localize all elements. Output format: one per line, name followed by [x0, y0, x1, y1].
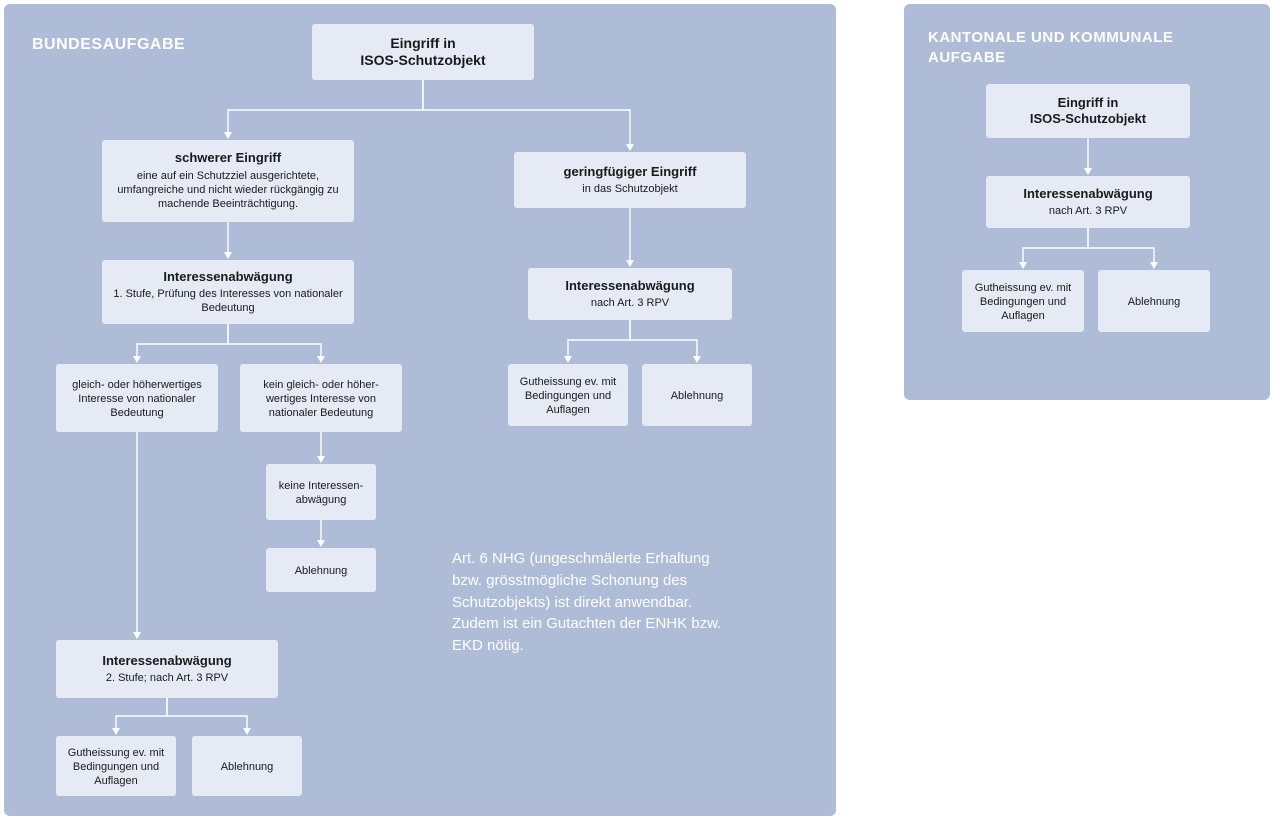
edge-2: [1088, 228, 1154, 262]
arrowhead-10: [133, 632, 141, 639]
node-gering: geringfügiger Eingriff in das Schutzobjek…: [514, 152, 746, 208]
left-panel: BUNDESAUFGABE Eingriff inISOS-Schutzobje…: [4, 4, 836, 816]
node-keine_ia: keine Interessen-abwägung: [266, 464, 376, 520]
arrowhead-2: [1150, 262, 1158, 269]
node-ia1: Interessenabwägung 1. Stufe, Prüfung des …: [102, 260, 354, 324]
node-gut2-sub: Gutheissung ev. mit Bedingungen und Aufl…: [66, 746, 166, 789]
node-ia2: Interessenabwägung 2. Stufe; nach Art. 3 …: [56, 640, 278, 698]
node-root: Eingriff inISOS-Schutzobjekt: [986, 84, 1190, 138]
arrowhead-4: [133, 356, 141, 363]
sidenote: Art. 6 NHG (ungeschmälerte Erhaltung bzw…: [452, 548, 742, 657]
node-ia-sub: nach Art. 3 RPV: [996, 204, 1180, 218]
arrowhead-0: [1084, 168, 1092, 175]
edge-5: [228, 324, 321, 356]
node-root-title: Eingriff inISOS-Schutzobjekt: [996, 95, 1180, 128]
node-root: Eingriff inISOS-Schutzobjekt: [312, 24, 534, 80]
left-panel-title: BUNDESAUFGABE: [32, 36, 185, 54]
arrowhead-9: [317, 540, 325, 547]
node-kein-sub: kein gleich- oder höher-wertiges Interes…: [250, 378, 392, 421]
node-ia2-title: Interessenabwägung: [66, 653, 268, 669]
node-ia-title: Interessenabwägung: [996, 186, 1180, 202]
edge-7: [630, 320, 697, 356]
right-panel: KANTONALE UND KOMMUNALE AUFGABE Eingriff…: [904, 4, 1270, 400]
node-gut-sub: Gutheissung ev. mit Bedingungen und Aufl…: [972, 281, 1074, 324]
node-schwer: schwerer Eingriff eine auf ein Schutzziel…: [102, 140, 354, 222]
arrowhead-2: [224, 252, 232, 259]
arrowhead-1: [1019, 262, 1027, 269]
node-keine_ia-sub: keine Interessen-abwägung: [276, 479, 366, 508]
node-ia_gering-title: Interessenabwägung: [538, 278, 722, 294]
node-abl_ger-sub: Ablehnung: [652, 389, 742, 403]
arrowhead-3: [626, 260, 634, 267]
node-ia: Interessenabwägung nach Art. 3 RPV: [986, 176, 1190, 228]
node-gleich: gleich- oder höherwertiges Interesse von…: [56, 364, 218, 432]
edge-12: [167, 698, 247, 728]
right-panel-title: KANTONALE UND KOMMUNALE AUFGABE: [928, 28, 1188, 69]
node-abl_ger: Ablehnung: [642, 364, 752, 426]
edge-0: [228, 80, 423, 132]
node-ia_gering: Interessenabwägung nach Art. 3 RPV: [528, 268, 732, 320]
node-ia2-sub: 2. Stufe; nach Art. 3 RPV: [66, 671, 268, 685]
node-gut: Gutheissung ev. mit Bedingungen und Aufl…: [962, 270, 1084, 332]
node-abl2: Ablehnung: [192, 736, 302, 796]
node-schwer-title: schwerer Eingriff: [112, 150, 344, 166]
node-gut_ger: Gutheissung ev. mit Bedingungen und Aufl…: [508, 364, 628, 426]
arrowhead-7: [693, 356, 701, 363]
arrowhead-5: [317, 356, 325, 363]
edge-1: [423, 80, 630, 144]
node-kein: kein gleich- oder höher-wertiges Interes…: [240, 364, 402, 432]
arrowhead-6: [564, 356, 572, 363]
node-gut2: Gutheissung ev. mit Bedingungen und Aufl…: [56, 736, 176, 796]
node-gering-title: geringfügiger Eingriff: [524, 164, 736, 180]
node-gering-sub: in das Schutzobjekt: [524, 182, 736, 196]
edge-6: [568, 320, 630, 356]
arrowhead-11: [112, 728, 120, 735]
arrowhead-8: [317, 456, 325, 463]
node-abl-sub: Ablehnung: [1108, 295, 1200, 309]
node-abl_kein-sub: Ablehnung: [276, 564, 366, 578]
node-abl2-sub: Ablehnung: [202, 760, 292, 774]
edge-4: [137, 324, 228, 356]
node-gleich-sub: gleich- oder höherwertiges Interesse von…: [66, 378, 208, 421]
node-abl: Ablehnung: [1098, 270, 1210, 332]
node-root-title: Eingriff inISOS-Schutzobjekt: [322, 35, 524, 70]
node-schwer-sub: eine auf ein Schutzziel ausgerichtete, u…: [112, 169, 344, 212]
node-ia_gering-sub: nach Art. 3 RPV: [538, 296, 722, 310]
edge-1: [1023, 228, 1088, 262]
node-ia1-sub: 1. Stufe, Prüfung des Interesses von nat…: [112, 287, 344, 316]
node-ia1-title: Interessenabwägung: [112, 269, 344, 285]
arrowhead-0: [224, 132, 232, 139]
node-gut_ger-sub: Gutheissung ev. mit Bedingungen und Aufl…: [518, 375, 618, 418]
node-abl_kein: Ablehnung: [266, 548, 376, 592]
arrowhead-1: [626, 144, 634, 151]
edge-11: [116, 698, 167, 728]
arrowhead-12: [243, 728, 251, 735]
